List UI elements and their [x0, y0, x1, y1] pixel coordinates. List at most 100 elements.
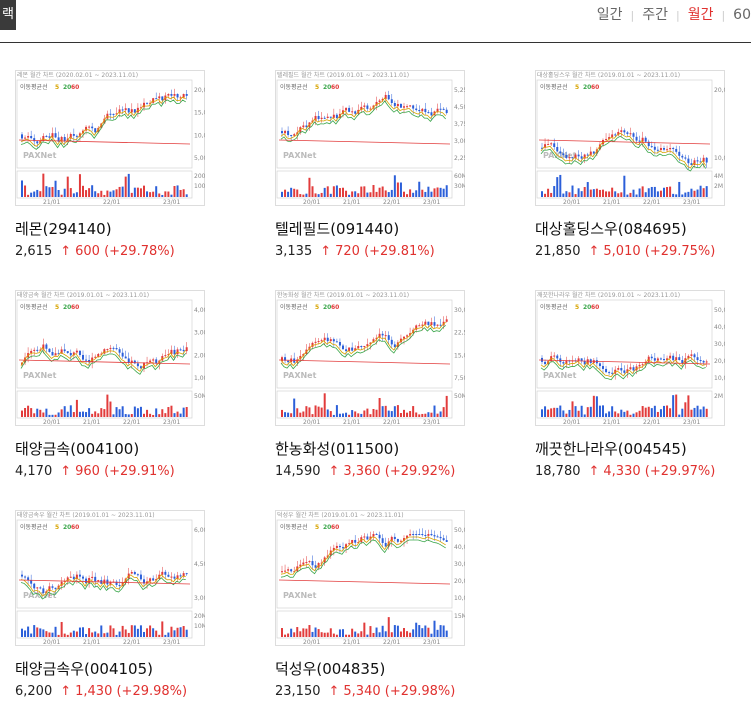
tab-monthly[interactable]: 월간: [687, 7, 714, 23]
volume-bar: [127, 173, 130, 197]
volume-bar: [185, 629, 188, 637]
ma5-line: [280, 536, 446, 575]
volume-bar: [415, 190, 418, 197]
candle-body: [152, 578, 155, 581]
volume-bar: [378, 398, 381, 417]
volume-bar: [635, 194, 638, 197]
y-tick-label: 3,000: [194, 595, 205, 602]
volume-bar: [78, 411, 81, 417]
section-tab[interactable]: 랙: [0, 0, 16, 30]
mini-chart[interactable]: 깨끗한나라우 월간 차트 (2019.01.01 ~ 2023.11.01) 이동…: [535, 290, 725, 426]
volume-bar: [547, 188, 550, 197]
candle-body: [589, 151, 592, 155]
candle-body: [72, 352, 75, 356]
volume-bar: [88, 188, 91, 197]
candle-body: [436, 324, 439, 326]
mini-chart[interactable]: 태양금속 월간 차트 (2019.01.01 ~ 2023.11.01) 이동평균…: [15, 290, 205, 426]
x-tick-label: 21/01: [603, 419, 620, 426]
ma60-line: [538, 359, 711, 365]
candle-body: [399, 338, 402, 343]
tab-60[interactable]: 60: [733, 7, 751, 23]
candle-body: [342, 345, 344, 350]
paxnet-watermark: PAXNet: [283, 151, 317, 160]
candle-body: [406, 106, 409, 108]
volume-bar: [118, 186, 121, 197]
volume-bar: [115, 634, 118, 637]
stock-name[interactable]: 한농화성(011500): [275, 440, 400, 458]
volume-bar: [442, 407, 445, 417]
volume-bar: [27, 194, 30, 197]
candle-body: [48, 136, 51, 138]
candle-body: [672, 147, 675, 149]
candle-body: [620, 368, 623, 371]
mini-chart[interactable]: 덕성우 월간 차트 (2019.01.01 ~ 2023.11.01) 이동평균선…: [275, 510, 465, 646]
volume-bar: [121, 625, 124, 637]
volume-bar: [378, 187, 381, 197]
period-separator: |: [675, 9, 680, 22]
candle-body: [72, 134, 75, 136]
candle-body: [602, 366, 604, 369]
candle-body: [179, 97, 182, 99]
candle-body: [130, 571, 133, 574]
candle-body: [360, 346, 363, 348]
mini-chart[interactable]: 태양금속우 월간 차트 (2019.01.01 ~ 2023.11.01) 이동평…: [15, 510, 205, 646]
candle-body: [281, 131, 283, 134]
candle-body: [167, 354, 170, 356]
volume-bar: [381, 406, 384, 417]
mini-chart[interactable]: 텔레필드 월간 차트 (2019.01.01 ~ 2023.11.01) 이동평균…: [275, 70, 465, 206]
candle-body: [666, 358, 669, 361]
candle-body: [338, 545, 341, 548]
volume-bar: [281, 628, 283, 637]
volume-bar: [427, 412, 430, 417]
stock-name[interactable]: 깨끗한나라우(004545): [535, 440, 687, 458]
candle-body: [100, 353, 103, 355]
tab-weekly[interactable]: 주간: [642, 7, 668, 23]
volume-bar: [605, 413, 608, 417]
volume-bar: [121, 186, 124, 197]
up-arrow-icon: ↑: [328, 464, 340, 479]
candle-body: [30, 136, 33, 139]
y-tick-label: 10,000: [714, 155, 725, 162]
volume-bar: [69, 405, 72, 417]
candle-body: [130, 109, 133, 113]
x-tick-label: 22/01: [123, 639, 140, 646]
candle-body: [329, 339, 332, 342]
candle-body: [663, 358, 665, 361]
ma5-line: [540, 132, 707, 169]
tab-daily[interactable]: 일간: [596, 7, 623, 23]
candle-body: [314, 565, 317, 568]
candle-body: [103, 118, 106, 124]
ma-legend-5: 5: [315, 524, 319, 531]
volume-bar: [66, 411, 69, 417]
volume-bar: [42, 412, 45, 417]
stock-name[interactable]: 레몬(294140): [15, 220, 112, 238]
stock-name[interactable]: 덕성우(004835): [275, 660, 386, 678]
candle-body: [562, 362, 565, 364]
stock-name[interactable]: 태양금속(004100): [15, 440, 140, 458]
x-tick-label: 20/01: [303, 639, 320, 646]
candle-body: [143, 102, 145, 108]
stock-name[interactable]: 대상홀딩스우(084695): [535, 220, 687, 238]
candle-body: [173, 576, 176, 579]
candle-body: [375, 101, 378, 106]
volume-bar: [653, 405, 656, 417]
volume-bar: [687, 191, 690, 197]
candle-body: [568, 157, 571, 159]
volume-bar: [632, 413, 635, 417]
volume-bar: [372, 408, 375, 417]
volume-bar: [85, 634, 88, 637]
candle-body: [635, 136, 638, 141]
stock-name[interactable]: 텔레필드(091440): [275, 220, 400, 238]
volume-bar: [124, 414, 127, 417]
candle-body: [369, 108, 372, 110]
mini-chart[interactable]: 대상홀딩스우 월간 차트 (2019.01.01 ~ 2023.11.01) 이동…: [535, 70, 725, 206]
candle-body: [299, 564, 302, 567]
volume-bar: [412, 629, 415, 637]
candle-body: [427, 321, 430, 325]
candle-body: [317, 341, 320, 343]
mini-chart[interactable]: 한농화성 월간 차트 (2019.01.01 ~ 2023.11.01) 이동평균…: [275, 290, 465, 426]
mini-chart[interactable]: 레몬 월간 차트 (2020.02.01 ~ 2023.11.01) 이동평균선 5…: [15, 70, 205, 206]
volume-bar: [75, 192, 78, 197]
candle-body: [149, 102, 152, 104]
stock-name[interactable]: 태양금속우(004105): [15, 660, 153, 678]
